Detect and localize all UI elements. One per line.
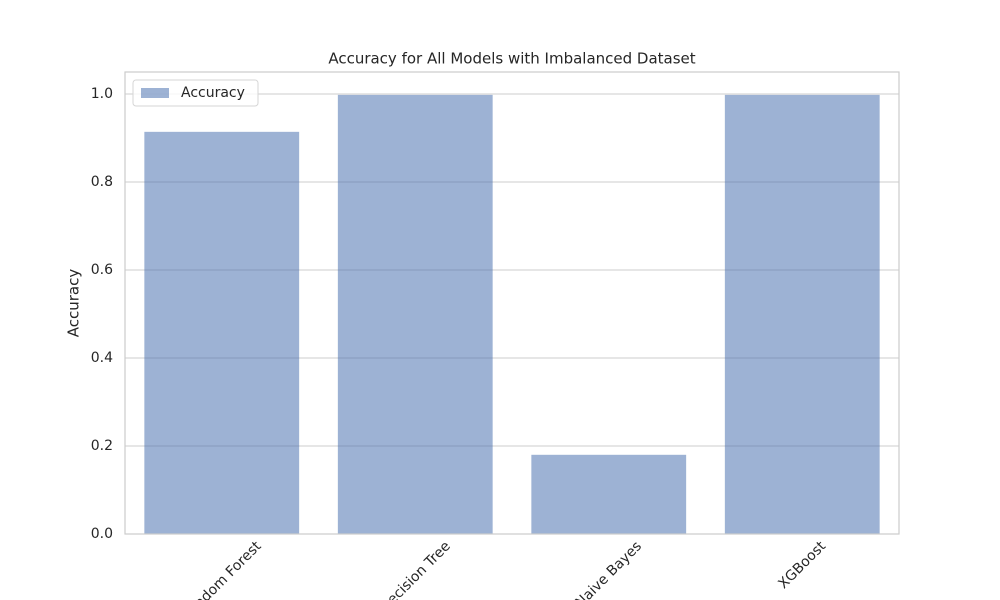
bar	[337, 94, 493, 534]
y-tick-label: 0.2	[91, 438, 113, 454]
x-tick-label: Decision Tree	[377, 538, 454, 600]
y-tick-label: 0.8	[91, 174, 113, 190]
x-tick-label: Random Forest	[179, 538, 265, 600]
bar	[144, 131, 300, 534]
bar	[531, 454, 687, 534]
y-axis-label: Accuracy	[65, 269, 83, 338]
plot-frame	[124, 71, 900, 535]
chart-title: Accuracy for All Models with Imbalanced …	[328, 50, 695, 68]
legend: Accuracy	[132, 79, 259, 107]
x-tick-label: XGBoost	[775, 538, 829, 592]
legend-box	[132, 79, 259, 107]
x-tick-label: Naive Bayes	[572, 538, 645, 600]
y-tick-label: 0.0	[91, 526, 113, 542]
y-tick-label: 0.4	[91, 350, 113, 366]
legend-label: Accuracy	[181, 85, 245, 101]
legend-swatch	[141, 88, 169, 98]
y-tick-label: 1.0	[91, 86, 113, 102]
y-tick-label: 0.6	[91, 262, 113, 278]
bar	[724, 94, 880, 534]
